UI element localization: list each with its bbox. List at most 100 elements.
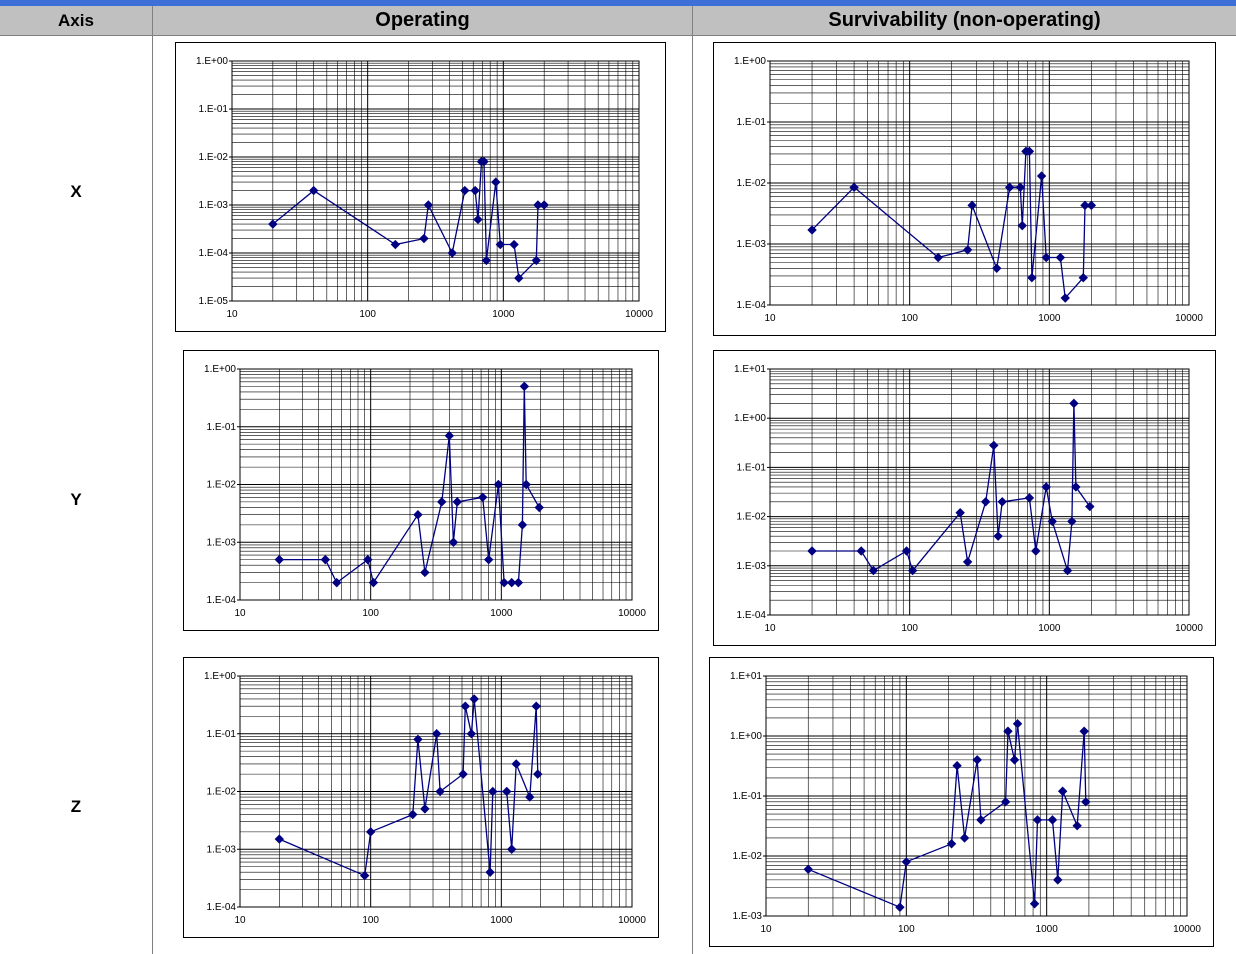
data-point [431,729,442,739]
y-tick-label: 1.E-02 [207,480,237,491]
data-point [477,492,488,503]
series-line [279,698,539,877]
data-point [365,827,376,837]
data-point [460,701,471,711]
x-tick-label: 10000 [618,608,646,619]
chart-y-survivability: 1.E-04 1.E-03 1.E-02 1.E-01 1.E+00 1.E+01 10 10… [713,350,1216,646]
x-tick-label: 100 [362,915,379,926]
data-point [452,497,462,507]
data-point [1080,200,1090,211]
data-point [466,729,477,739]
data-point [514,273,524,283]
data-point [1067,516,1077,527]
data-point [420,804,430,814]
data-point [972,755,982,765]
data-point [533,769,543,779]
header-axis: Axis [0,6,152,35]
data-point [993,531,1003,541]
x-tick-label: 1000 [492,309,515,320]
header-survivability: Survivability (non-operating) [693,6,1236,35]
y-tick-label: 1.E-01 [737,462,767,473]
x-tick-label: 10000 [625,309,653,320]
data-point [525,792,535,802]
data-point [363,554,373,565]
row-axis-z: Z [70,797,82,816]
data-point [368,577,379,588]
y-tick-label: 1.E-03 [737,561,767,572]
data-point [509,239,519,250]
y-tick-label: 1.E-04 [207,902,237,913]
data-point [807,225,817,235]
data-point [517,520,528,530]
data-point [1009,755,1020,765]
x-tick-label: 10000 [618,915,646,926]
data-point [390,239,401,250]
y-tick-label: 1.E+00 [196,56,228,67]
data-point [980,497,991,507]
data-point [959,833,970,843]
data-point [946,839,957,849]
y-tick-label: 1.E-01 [199,104,229,115]
data-point [1015,182,1026,193]
header-operating: Operating [153,6,692,35]
plot-area-border [769,368,1190,616]
y-tick-label: 1.E+00 [734,56,766,67]
data-point [470,185,480,196]
data-point [274,554,285,565]
data-point [268,219,278,229]
y-tick-label: 1.E-01 [733,791,763,802]
data-point [1062,565,1073,576]
data-point [1041,482,1051,492]
chart-x-operating: 1.E-05 1.E-04 1.E-03 1.E-02 1.E-01 1.E+00 10 10… [175,42,666,332]
data-point [1085,501,1095,512]
data-point [901,546,912,556]
x-tick-label: 100 [898,924,915,935]
data-point [413,509,423,520]
data-point [1036,171,1047,181]
x-tick-label: 10 [234,915,246,926]
y-tick-label: 1.E+00 [204,364,236,375]
chart-x-survivability: 1.E-04 1.E-03 1.E-02 1.E-01 1.E+00 10 100 1000 1… [713,42,1216,336]
data-point [493,479,504,490]
data-point [997,497,1007,507]
data-point [460,185,470,196]
data-point [992,263,1002,273]
x-tick-label: 10 [764,313,776,324]
y-tick-label: 1.E-02 [737,178,767,189]
data-point [408,809,418,820]
data-point [308,185,319,196]
x-tick-label: 100 [362,608,379,619]
x-tick-label: 1000 [1038,623,1061,634]
data-point [506,844,517,854]
data-point [1055,252,1066,263]
data-point [481,255,492,266]
x-tick-label: 1000 [490,915,513,926]
data-point [413,734,423,745]
data-point [1071,482,1081,492]
data-point [447,248,457,258]
data-point [513,577,524,588]
data-point [1004,182,1015,193]
data-point [1041,252,1051,263]
y-tick-label: 1.E-04 [207,595,237,606]
y-tick-label: 1.E+00 [204,671,236,682]
data-point [473,214,483,225]
data-point [1072,820,1082,831]
y-tick-label: 1.E+00 [730,731,762,742]
y-tick-label: 1.E-03 [207,537,237,548]
data-point [519,381,530,392]
y-tick-label: 1.E-03 [199,200,229,211]
data-point [320,554,331,565]
data-point [895,902,905,912]
data-point [1017,220,1027,231]
chart-y-operating: 1.E-04 1.E-03 1.E-02 1.E-01 1.E+00 10 100 1000 1… [183,350,659,631]
data-point [807,546,817,556]
data-point [803,864,813,875]
data-point [435,786,445,797]
data-point [521,479,531,490]
data-point [423,200,434,210]
x-tick-label: 100 [901,313,918,324]
series-line [807,723,1087,909]
data-point [1000,797,1011,807]
data-point [1003,726,1013,736]
